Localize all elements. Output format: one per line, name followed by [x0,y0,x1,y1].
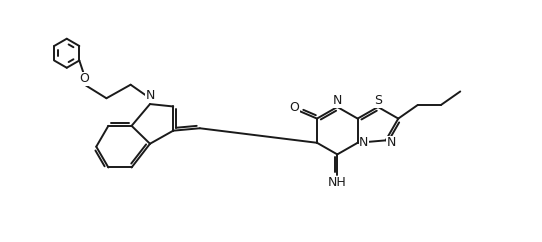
Text: NH: NH [328,176,347,189]
Text: N: N [359,136,369,149]
Text: N: N [387,136,396,149]
Text: N: N [333,94,342,107]
Text: O: O [80,72,89,85]
Text: S: S [375,94,383,107]
Text: O: O [289,101,299,114]
Text: N: N [145,89,154,102]
